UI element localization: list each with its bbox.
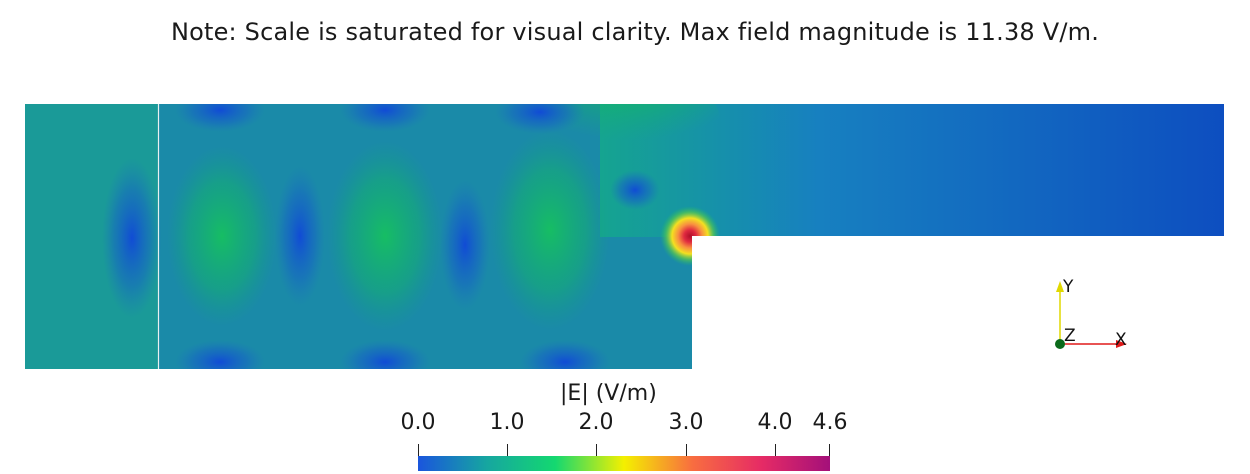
colorbar-tick-label: 4.0 xyxy=(757,410,793,435)
z-axis-label: Z xyxy=(1064,326,1076,346)
field-blob xyxy=(167,146,277,326)
colorbar-tick xyxy=(596,444,597,460)
y-axis-label: Y xyxy=(1063,277,1074,297)
field-blob xyxy=(340,340,430,369)
field-blob xyxy=(540,104,720,170)
colorbar-tick-label: 2.0 xyxy=(578,410,614,435)
field-blob xyxy=(520,340,610,369)
note-text: Note: Scale is saturated for visual clar… xyxy=(170,18,1100,46)
colorbar-tick-label: 3.0 xyxy=(668,410,704,435)
z-axis-dot xyxy=(1055,339,1065,349)
field-blob xyxy=(340,104,430,132)
field-blob xyxy=(102,158,162,318)
field-blob xyxy=(175,340,265,369)
field-blob xyxy=(490,130,610,330)
field-blob xyxy=(495,104,585,134)
field-peak xyxy=(660,206,720,266)
colorbar-tick xyxy=(686,444,687,460)
colorbar-tick xyxy=(829,444,830,460)
x-axis-arrow xyxy=(1116,340,1127,348)
orientation-axes xyxy=(1055,281,1127,349)
field-blob xyxy=(440,180,490,310)
y-axis-arrow xyxy=(1056,281,1064,292)
colorbar-tick xyxy=(775,444,776,460)
field-blob xyxy=(610,170,660,210)
colorbar-tick xyxy=(418,444,419,460)
x-axis-label: X xyxy=(1115,330,1127,350)
colorbar xyxy=(418,456,830,471)
colorbar-title: |E| (V/m) xyxy=(560,381,657,406)
colorbar-tick-label: 4.6 xyxy=(812,410,848,435)
colorbar-tick-label: 0.0 xyxy=(400,410,436,435)
field-blob xyxy=(175,104,265,132)
colorbar-tick xyxy=(507,444,508,460)
colorbar-tick-label: 1.0 xyxy=(489,410,525,435)
field-blob xyxy=(275,166,325,306)
field-blob xyxy=(327,141,443,331)
